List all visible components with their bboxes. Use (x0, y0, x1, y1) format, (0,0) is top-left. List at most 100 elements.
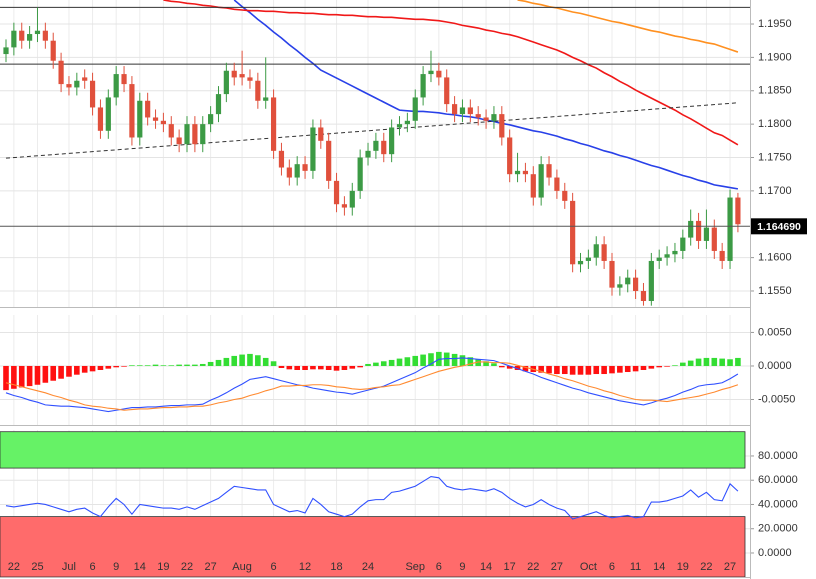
candle-body (530, 174, 536, 198)
histogram-bar (640, 365, 647, 370)
x-tick-label: 22 (527, 561, 539, 573)
histogram-bar (81, 365, 88, 373)
histogram-bar (601, 365, 607, 375)
candle-body (570, 200, 576, 265)
x-tick-label: 6 (609, 561, 615, 573)
histogram-bar (499, 365, 505, 368)
candle-body (648, 260, 654, 301)
candle-body (263, 97, 269, 101)
histogram-bar (231, 355, 238, 366)
candle-body (247, 77, 253, 81)
histogram-bar (459, 355, 466, 366)
x-tick-label: 9 (459, 561, 465, 573)
histogram-bar (239, 354, 245, 366)
candle-body (546, 164, 552, 178)
x-tick-label: 22 (8, 561, 20, 573)
histogram-bar (475, 359, 481, 366)
histogram-bar (333, 365, 340, 371)
histogram-bar (451, 353, 458, 366)
histogram-bar (89, 365, 96, 372)
candle-body (601, 244, 607, 261)
histogram-bar (735, 357, 741, 366)
x-tick-label: 12 (299, 561, 311, 573)
candle-body (467, 107, 473, 115)
histogram-bar (192, 364, 198, 366)
histogram-bar (365, 363, 371, 366)
candle-body (428, 70, 434, 75)
histogram-bar (483, 361, 489, 366)
histogram-bar (168, 365, 175, 366)
histogram-bar (11, 365, 17, 389)
current-price-label: 1.164690 (757, 221, 801, 233)
histogram-bar (184, 364, 190, 366)
histogram-bar (380, 361, 387, 366)
candle-body (735, 197, 741, 225)
histogram-bar (538, 365, 544, 373)
histogram-bar (664, 365, 670, 367)
y-tick-label: 1.1700 (758, 185, 792, 197)
candle-body (554, 177, 560, 191)
histogram-bar (687, 360, 694, 366)
candle-body (672, 250, 678, 255)
x-tick-label: 14 (653, 561, 665, 573)
candle-body (412, 97, 418, 121)
histogram-bar (121, 365, 127, 367)
y-tick-label: 0.0050 (758, 326, 792, 338)
histogram-bar (373, 362, 379, 366)
x-tick-label: 25 (31, 561, 43, 573)
x-tick-label: Aug (232, 561, 252, 573)
panel (0, 430, 750, 577)
candle-body (34, 30, 41, 35)
candle-body (168, 124, 174, 138)
candle-body (278, 150, 285, 168)
y-tick-label: 60.0000 (758, 474, 798, 486)
histogram-bar (262, 357, 269, 366)
histogram-bar (270, 361, 277, 366)
histogram-bar (341, 365, 348, 370)
candle-body (89, 80, 96, 108)
candle-body (105, 97, 111, 131)
rsi-zone (0, 431, 746, 469)
candle-body (617, 284, 623, 288)
candle-body (74, 80, 80, 88)
candle-body (11, 30, 17, 48)
histogram-bar (74, 365, 80, 375)
candle-body (160, 120, 166, 125)
candle-body (609, 260, 615, 288)
candle-body (420, 74, 426, 98)
histogram-bar (577, 365, 584, 375)
histogram-bar (18, 365, 25, 388)
candle-body (538, 164, 544, 198)
histogram-bar (467, 357, 474, 366)
candle-body (499, 114, 505, 138)
histogram-bar (26, 365, 33, 387)
candle-body (19, 30, 25, 41)
x-tick-label: 9 (113, 561, 119, 573)
candle-body (381, 140, 387, 155)
histogram-bar (404, 357, 411, 366)
histogram-bar (58, 365, 64, 379)
histogram-bar (680, 362, 686, 366)
x-tick-label: 19 (157, 561, 169, 573)
candle-body (389, 127, 395, 155)
histogram-bar (569, 365, 576, 375)
candle-body (3, 47, 9, 55)
candle-body (475, 114, 481, 118)
candle-body (727, 197, 733, 261)
histogram-bar (176, 364, 182, 366)
x-tick-label: 14 (134, 561, 146, 573)
y-tick-label: 1.1800 (758, 118, 792, 130)
candle-body (152, 117, 159, 121)
candle-body (719, 250, 725, 261)
x-tick-label: 6 (90, 561, 96, 573)
histogram-bar (719, 358, 725, 366)
candle-body (200, 124, 206, 145)
candle-body (145, 100, 151, 118)
histogram-bar (506, 365, 513, 369)
candle-body (585, 257, 591, 261)
candle-body (522, 170, 529, 175)
histogram-bar (325, 365, 332, 370)
candle-body (113, 74, 119, 98)
histogram-bar (223, 357, 230, 366)
